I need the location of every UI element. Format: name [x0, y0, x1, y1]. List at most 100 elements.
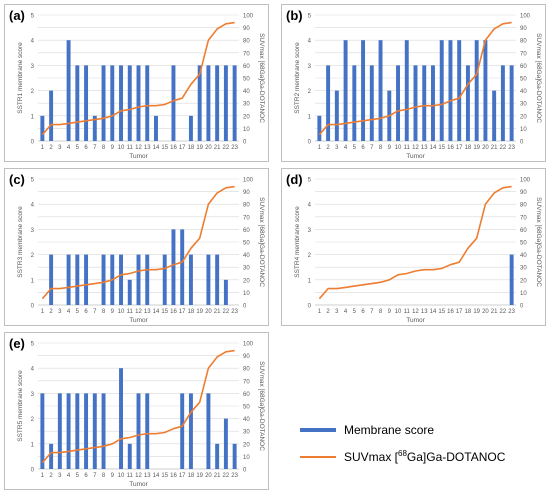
x-tick-label: 6 — [361, 309, 365, 315]
x-tick-label: 20 — [205, 145, 212, 151]
left-tick-label: 0 — [308, 140, 312, 146]
x-tick-label: 17 — [456, 309, 463, 315]
right-tick-label: 50 — [520, 241, 527, 247]
bar — [326, 65, 331, 141]
left-tick-label: 3 — [308, 64, 312, 70]
x-tick-label: 17 — [179, 145, 186, 151]
series-line — [41, 349, 235, 464]
right-tick-label: 90 — [243, 354, 250, 360]
x-tick-label: 1 — [41, 145, 45, 151]
panel-b: 0 1 2 3 4 5 0 10 20 30 40 50 60 70 80 90 100 1 2 3 4 5 6 7 8 9 10 1… — [281, 4, 546, 162]
x-tick-label: 18 — [465, 145, 472, 151]
left-tick-label: 5 — [31, 178, 35, 184]
right-tick-label: 70 — [520, 51, 527, 57]
bar — [206, 393, 211, 469]
bar — [49, 443, 54, 469]
right-tick-label: 90 — [520, 26, 527, 32]
x-tick-label: 10 — [118, 473, 125, 479]
x-tick-label: 4 — [344, 145, 348, 151]
right-tick-label: 90 — [520, 190, 527, 196]
left-tick-label: 0 — [31, 140, 35, 146]
x-axis-label: Tumor — [129, 481, 148, 488]
bar — [127, 443, 132, 469]
left-tick-label: 0 — [31, 468, 35, 474]
x-tick-label: 14 — [153, 309, 160, 315]
x-tick-label: 20 — [482, 145, 489, 151]
right-tick-label: 40 — [243, 89, 250, 95]
bar — [119, 65, 123, 141]
x-tick-label: 3 — [335, 145, 339, 151]
right-tick-label: 80 — [520, 203, 527, 209]
right-tick-label: 20 — [520, 278, 527, 284]
bar — [136, 393, 141, 469]
right-tick-label: 30 — [243, 266, 250, 272]
x-tick-label: 14 — [153, 473, 160, 479]
right-tick-label: 20 — [243, 114, 250, 120]
legend-swatch-bar — [300, 428, 336, 432]
x-tick-label: 14 — [430, 145, 437, 151]
right-tick-label: 50 — [520, 77, 527, 83]
right-tick-label: 50 — [243, 405, 250, 411]
left-tick-label: 2 — [308, 253, 312, 259]
x-tick-label: 11 — [404, 309, 411, 315]
left-tick-label: 5 — [31, 14, 35, 20]
left-tick-label: 4 — [31, 367, 35, 373]
bar — [404, 40, 409, 142]
right-tick-label: 80 — [243, 367, 250, 373]
x-tick-label: 19 — [196, 309, 203, 315]
bar — [162, 254, 167, 305]
x-tick-label: 6 — [84, 309, 88, 315]
x-tick-label: 12 — [135, 145, 142, 151]
bar — [66, 254, 71, 305]
x-tick-label: 10 — [395, 145, 402, 151]
bar — [75, 254, 80, 305]
x-tick-label: 18 — [188, 473, 195, 479]
bar — [75, 393, 80, 469]
x-tick-label: 11 — [404, 145, 411, 151]
bar — [84, 65, 89, 141]
panel-label: (a) — [9, 8, 25, 23]
x-tick-label: 2 — [326, 145, 330, 151]
right-tick-label: 20 — [243, 278, 250, 284]
bar — [188, 115, 193, 141]
right-tick-label: 40 — [243, 417, 250, 423]
x-tick-label: 15 — [161, 473, 168, 479]
bar — [188, 254, 193, 305]
bar — [369, 65, 374, 141]
y-axis-label: SSTR1 membrane score — [17, 42, 24, 114]
x-tick-label: 9 — [111, 473, 115, 479]
x-tick-label: 20 — [205, 473, 212, 479]
bar — [171, 229, 176, 305]
series-line — [41, 21, 235, 136]
right-tick-label: 70 — [243, 215, 250, 221]
x-axis-label: Tumor — [406, 153, 425, 160]
right-tick-label: 30 — [520, 266, 527, 272]
x-tick-label: 10 — [118, 309, 125, 315]
bar — [136, 65, 141, 141]
x-tick-label: 21 — [491, 309, 498, 315]
x-tick-label: 16 — [170, 309, 177, 315]
left-tick-label: 3 — [308, 228, 312, 234]
x-tick-label: 5 — [76, 473, 80, 479]
bar — [154, 115, 158, 141]
x-tick-label: 1 — [318, 145, 322, 151]
legend-swatch-line — [300, 455, 336, 458]
bar — [334, 90, 339, 141]
x-tick-label: 22 — [500, 309, 507, 315]
bar — [422, 65, 427, 141]
bar — [197, 65, 202, 141]
y2-axis-label: SUVmax [68Ga]Ga-DOTANOC — [258, 33, 265, 123]
x-tick-label: 6 — [361, 145, 365, 151]
bar — [206, 65, 211, 141]
panel-label: (e) — [9, 336, 25, 351]
right-tick-label: 100 — [243, 14, 254, 20]
x-axis-label: Tumor — [406, 317, 425, 324]
bar — [457, 40, 462, 142]
x-tick-label: 6 — [84, 145, 88, 151]
left-tick-label: 3 — [31, 228, 35, 234]
left-tick-label: 5 — [31, 342, 35, 348]
right-tick-label: 100 — [243, 178, 254, 184]
bar — [439, 40, 444, 142]
y-axis-label: SSTR4 membrane score — [294, 206, 301, 278]
